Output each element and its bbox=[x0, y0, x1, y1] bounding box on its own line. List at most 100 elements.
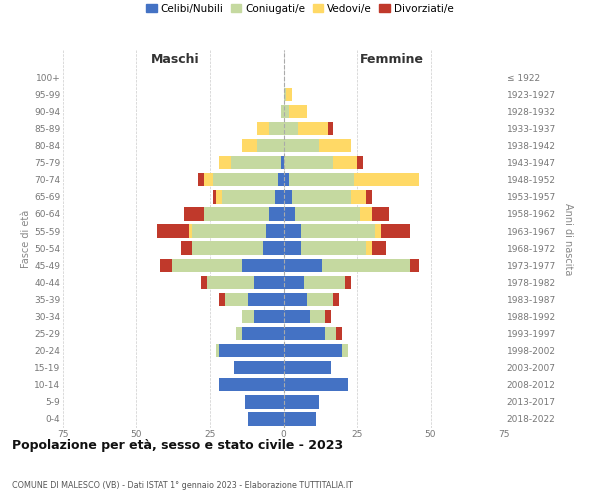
Bar bbox=[236, 327, 242, 340]
Bar bbox=[354, 173, 419, 186]
Bar bbox=[284, 344, 343, 358]
Bar bbox=[289, 105, 307, 118]
Bar bbox=[190, 224, 193, 237]
Bar bbox=[254, 310, 284, 323]
Bar bbox=[284, 190, 292, 203]
Bar bbox=[172, 258, 242, 272]
Bar bbox=[263, 242, 284, 255]
Bar bbox=[233, 361, 284, 374]
Bar bbox=[334, 292, 340, 306]
Bar bbox=[284, 139, 319, 152]
Bar bbox=[322, 258, 410, 272]
Bar bbox=[193, 224, 266, 237]
Bar bbox=[301, 224, 374, 237]
Bar bbox=[295, 208, 360, 220]
Bar bbox=[298, 122, 328, 135]
Bar bbox=[245, 395, 284, 408]
Bar bbox=[372, 242, 386, 255]
Bar bbox=[219, 156, 230, 170]
Bar bbox=[284, 310, 310, 323]
Bar bbox=[284, 122, 298, 135]
Bar bbox=[193, 242, 263, 255]
Bar bbox=[184, 208, 204, 220]
Bar bbox=[269, 208, 284, 220]
Bar bbox=[219, 292, 225, 306]
Bar bbox=[278, 173, 284, 186]
Bar bbox=[213, 173, 278, 186]
Bar bbox=[284, 173, 289, 186]
Bar bbox=[284, 258, 322, 272]
Bar bbox=[380, 224, 410, 237]
Bar bbox=[284, 361, 331, 374]
Bar bbox=[337, 327, 343, 340]
Bar bbox=[284, 242, 301, 255]
Legend: Celibi/Nubili, Coniugati/e, Vedovi/e, Divorziati/e: Celibi/Nubili, Coniugati/e, Vedovi/e, Di… bbox=[145, 2, 455, 15]
Bar bbox=[242, 139, 257, 152]
Bar bbox=[325, 327, 337, 340]
Bar bbox=[410, 258, 419, 272]
Bar bbox=[213, 190, 216, 203]
Text: Femmine: Femmine bbox=[360, 53, 424, 66]
Bar bbox=[207, 276, 254, 289]
Bar bbox=[366, 190, 372, 203]
Y-axis label: Fasce di età: Fasce di età bbox=[21, 210, 31, 268]
Bar bbox=[219, 344, 284, 358]
Text: Maschi: Maschi bbox=[151, 53, 199, 66]
Bar bbox=[257, 139, 284, 152]
Bar bbox=[334, 156, 357, 170]
Bar bbox=[222, 190, 275, 203]
Bar bbox=[181, 242, 193, 255]
Bar bbox=[284, 395, 319, 408]
Bar bbox=[286, 88, 292, 101]
Bar bbox=[216, 344, 219, 358]
Bar bbox=[242, 258, 284, 272]
Bar bbox=[284, 208, 295, 220]
Bar bbox=[216, 190, 222, 203]
Bar bbox=[281, 105, 284, 118]
Bar bbox=[257, 122, 269, 135]
Bar bbox=[284, 105, 289, 118]
Text: Popolazione per età, sesso e stato civile - 2023: Popolazione per età, sesso e stato civil… bbox=[12, 440, 343, 452]
Bar bbox=[204, 208, 269, 220]
Bar bbox=[157, 224, 190, 237]
Bar bbox=[292, 190, 351, 203]
Bar bbox=[266, 224, 284, 237]
Bar bbox=[307, 292, 334, 306]
Y-axis label: Anni di nascita: Anni di nascita bbox=[563, 202, 572, 275]
Bar bbox=[345, 276, 351, 289]
Bar bbox=[328, 122, 334, 135]
Bar bbox=[366, 242, 372, 255]
Bar bbox=[319, 139, 351, 152]
Bar bbox=[219, 378, 284, 392]
Bar bbox=[374, 224, 380, 237]
Bar bbox=[351, 190, 366, 203]
Bar bbox=[284, 412, 316, 426]
Bar bbox=[201, 276, 207, 289]
Bar bbox=[198, 173, 204, 186]
Bar bbox=[325, 310, 331, 323]
Bar bbox=[284, 378, 348, 392]
Bar bbox=[242, 310, 254, 323]
Bar bbox=[310, 310, 325, 323]
Bar bbox=[242, 327, 284, 340]
Bar bbox=[204, 173, 213, 186]
Bar bbox=[284, 156, 334, 170]
Bar bbox=[281, 156, 284, 170]
Text: COMUNE DI MALESCO (VB) - Dati ISTAT 1° gennaio 2023 - Elaborazione TUTTITALIA.IT: COMUNE DI MALESCO (VB) - Dati ISTAT 1° g… bbox=[12, 481, 353, 490]
Bar bbox=[248, 292, 284, 306]
Bar bbox=[284, 327, 325, 340]
Bar bbox=[284, 224, 301, 237]
Bar bbox=[230, 156, 281, 170]
Bar bbox=[343, 344, 348, 358]
Bar bbox=[269, 122, 284, 135]
Bar bbox=[284, 292, 307, 306]
Bar bbox=[372, 208, 389, 220]
Bar bbox=[254, 276, 284, 289]
Bar bbox=[275, 190, 284, 203]
Bar bbox=[284, 276, 304, 289]
Bar bbox=[357, 156, 363, 170]
Bar bbox=[160, 258, 172, 272]
Bar bbox=[360, 208, 372, 220]
Bar bbox=[289, 173, 354, 186]
Bar bbox=[248, 412, 284, 426]
